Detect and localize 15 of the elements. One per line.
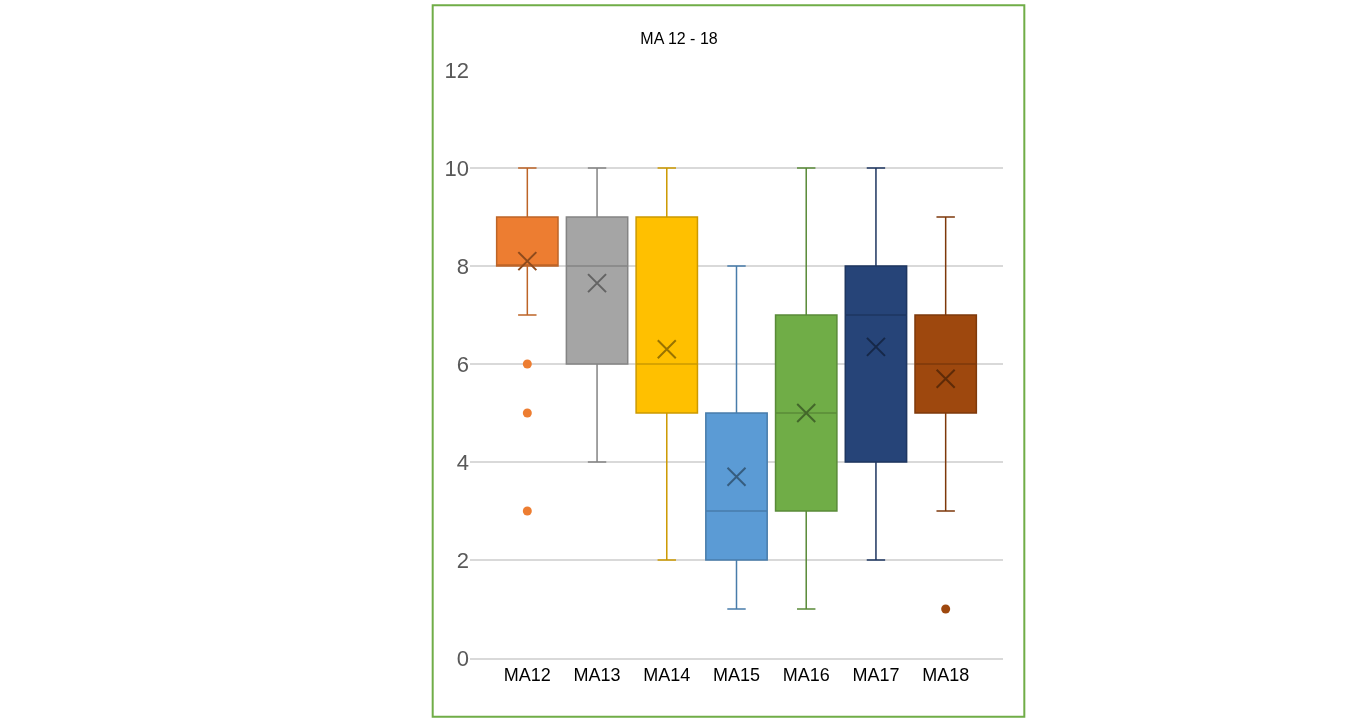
- y-tick-label: 12: [444, 57, 469, 83]
- x-tick-label: MA15: [712, 665, 761, 686]
- chart-title: MA 12 - 18: [640, 29, 718, 47]
- y-tick-label: 6: [456, 351, 469, 377]
- y-tick-label: 10: [444, 155, 469, 181]
- y-tick-label: 4: [456, 449, 469, 475]
- x-tick-label: MA13: [573, 665, 621, 686]
- y-tick-label: 8: [456, 253, 469, 279]
- x-tick-label: MA14: [643, 665, 691, 686]
- x-tick-label: MA17: [852, 665, 900, 686]
- x-tick-label: MA18: [922, 665, 970, 686]
- x-tick-label: MA16: [782, 665, 830, 686]
- x-tick-label: MA12: [503, 665, 551, 686]
- y-tick-label: 2: [456, 547, 469, 573]
- y-tick-label: 0: [456, 645, 469, 671]
